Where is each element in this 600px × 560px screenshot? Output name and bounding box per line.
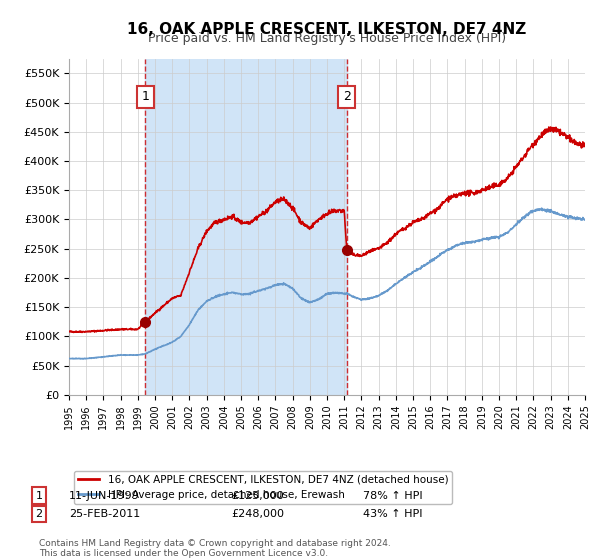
Text: 2: 2 — [343, 90, 351, 103]
Text: 11-JUN-1999: 11-JUN-1999 — [69, 491, 140, 501]
Text: Contains HM Land Registry data © Crown copyright and database right 2024.
This d: Contains HM Land Registry data © Crown c… — [39, 539, 391, 558]
Text: 43% ↑ HPI: 43% ↑ HPI — [363, 509, 422, 519]
Legend: 16, OAK APPLE CRESCENT, ILKESTON, DE7 4NZ (detached house), HPI: Average price, : 16, OAK APPLE CRESCENT, ILKESTON, DE7 4N… — [74, 470, 452, 504]
Text: Price paid vs. HM Land Registry's House Price Index (HPI): Price paid vs. HM Land Registry's House … — [148, 32, 506, 45]
Text: £248,000: £248,000 — [231, 509, 284, 519]
Text: 1: 1 — [142, 90, 149, 103]
Text: £125,000: £125,000 — [231, 491, 284, 501]
Text: 78% ↑ HPI: 78% ↑ HPI — [363, 491, 422, 501]
Text: 1: 1 — [35, 491, 43, 501]
Text: 2: 2 — [35, 509, 43, 519]
Title: 16, OAK APPLE CRESCENT, ILKESTON, DE7 4NZ: 16, OAK APPLE CRESCENT, ILKESTON, DE7 4N… — [127, 22, 527, 37]
Bar — [145, 59, 347, 395]
Text: 25-FEB-2011: 25-FEB-2011 — [69, 509, 140, 519]
